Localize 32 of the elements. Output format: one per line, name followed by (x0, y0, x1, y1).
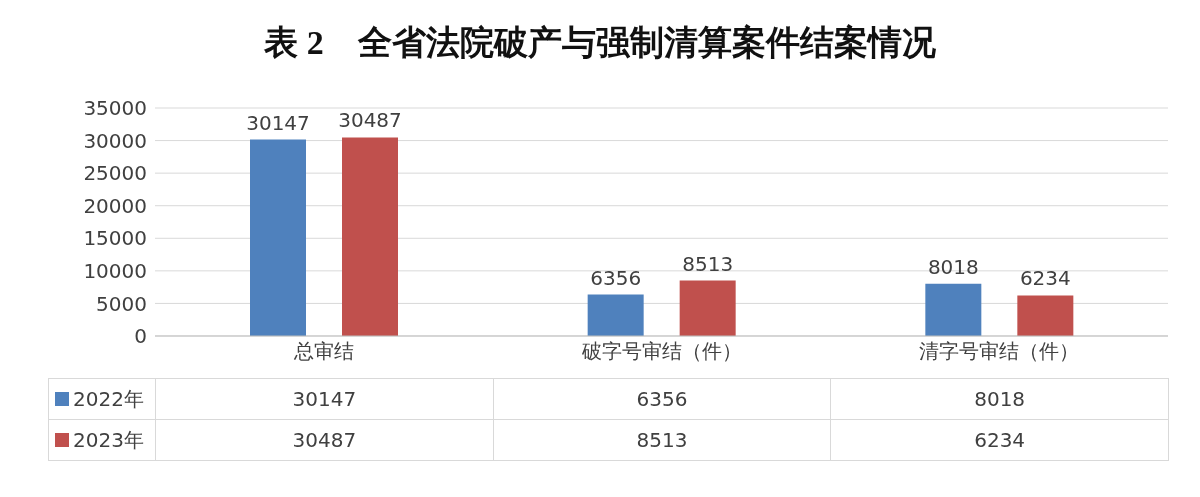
bar (587, 294, 644, 336)
data-label: 6356 (493, 378, 831, 420)
annotation: 30147 (246, 110, 310, 135)
y-tick-label: 5000 (96, 291, 147, 316)
bar (679, 280, 736, 336)
data-label: 30147 (155, 378, 494, 420)
bar (925, 283, 982, 336)
chart-title: 表 2 全省法院破产与强制清算案件结案情况 (263, 23, 937, 63)
y-tick-label: 15000 (83, 226, 147, 251)
x-tick-label: 清字号审结（件） (919, 339, 1080, 364)
data-label: 6234 (830, 419, 1169, 461)
x-tick-label: 破字号审结（件） (580, 339, 742, 364)
y-tick-label: 0 (134, 324, 147, 349)
bar (342, 137, 398, 336)
y-tick-label: 35000 (83, 96, 147, 121)
annotation: 8513 (682, 251, 734, 276)
y-tick-label: 30000 (83, 128, 147, 153)
bar (1017, 295, 1074, 336)
legend-label: 2022年 (73, 385, 144, 413)
y-tick-label: 20000 (83, 193, 147, 218)
annotation: 6356 (590, 265, 642, 290)
annotation: 30487 (338, 108, 402, 133)
data-label: 8513 (493, 419, 831, 461)
data-label: 30487 (155, 419, 494, 461)
data-label: 8018 (830, 378, 1169, 420)
x-tick-label: 总审结 (292, 339, 354, 364)
annotation: 8018 (927, 254, 979, 279)
y-tick-label: 10000 (83, 258, 147, 283)
annotation: 6234 (1019, 266, 1071, 291)
legend-label: 2023年 (73, 426, 144, 454)
bar (250, 139, 306, 336)
y-tick-label: 25000 (83, 161, 147, 186)
